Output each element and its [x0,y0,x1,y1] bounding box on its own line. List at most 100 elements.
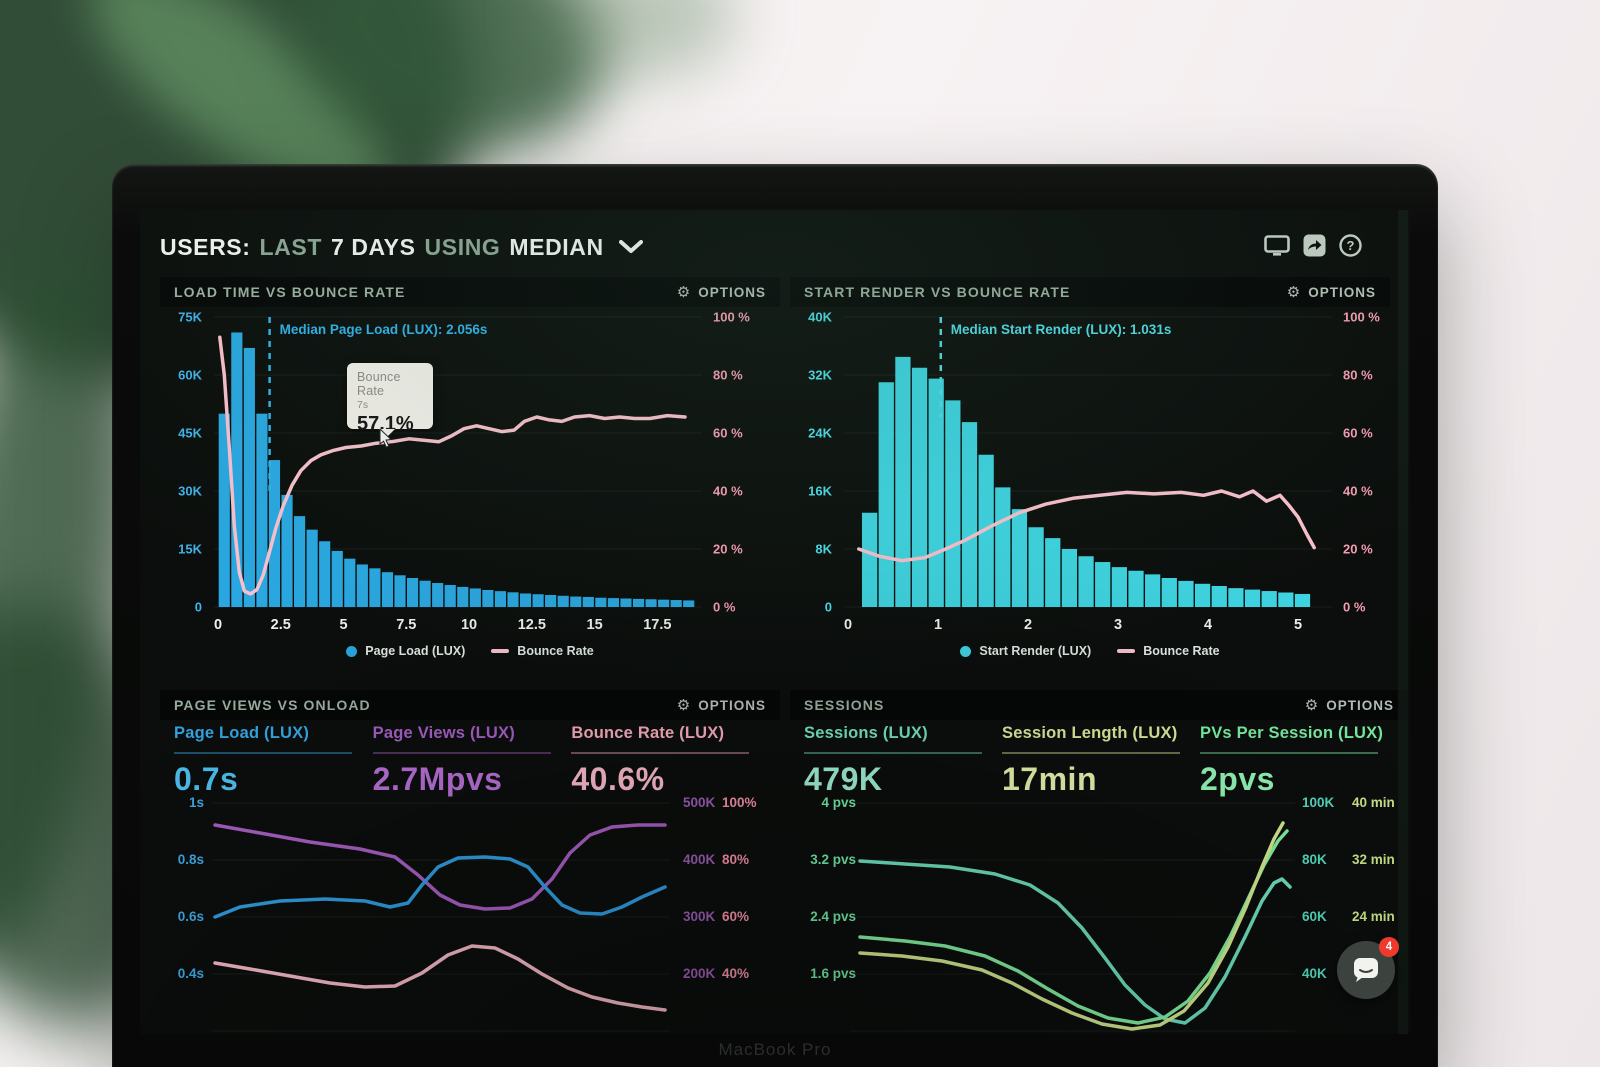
bar [582,596,594,607]
svg-text:?: ? [1347,238,1355,253]
bar [306,529,318,607]
bar [607,598,619,607]
mouse-cursor [379,429,393,448]
y-right-tick-col2: 32 min [1352,852,1395,867]
metric-rule [1200,752,1378,754]
bar-series [861,356,1311,607]
y-left-tick: 2.4 pvs [810,909,856,924]
y-left-tick: 45K [178,426,202,441]
bar [344,558,356,607]
y-right-tick-col1: 500K [683,795,716,810]
laptop-brand-label: MacBook Pro [718,1040,832,1059]
bar [670,600,682,607]
legend-label: Page Load (LUX) [365,644,466,658]
bar [545,595,557,607]
y-right-tick-col1: 400K [683,852,716,867]
bar [861,512,878,607]
y-left-tick: 0.4s [178,966,204,981]
bar [381,572,394,607]
metric-row: Page Load (LUX) 0.7s Page Views (LUX) 2.… [174,724,770,798]
y-left-tick: 0 [195,600,202,615]
help-icon[interactable]: ? [1339,234,1362,262]
bar [231,332,243,607]
y-left-tick: 3.2 pvs [810,852,856,867]
legend-dash-icon [1117,649,1136,653]
metric-value: 479K [804,761,883,797]
scrollbar[interactable] [1398,210,1408,1034]
legend-label: Bounce Rate [1143,644,1220,658]
metric-pvs-per-session: PVs Per Session (LUX) 2pvs [1200,724,1398,798]
metric-value: 17min [1002,761,1097,797]
sessions-chart[interactable]: 4 pvs 3.2 pvs 2.4 pvs 1.6 pvs 100K 80K 60K 40K 4… [790,795,1408,1034]
median-label: Median Start Render (LUX): 1.031s [951,322,1172,337]
bar [494,591,507,607]
metric-value: 2.7Mpvs [372,761,503,797]
y-right-tick-col2: 80% [722,852,749,867]
y-left-tick: 32K [808,368,832,383]
bar [1244,589,1261,607]
x-tick: 1 [934,617,942,633]
metric-rule [372,752,551,754]
header-using: USING [424,233,501,260]
y-left-tick: 0 [825,600,832,615]
panel-title: START RENDER VS BOUNCE RATE [804,284,1071,300]
bar [1194,583,1211,607]
metric-page-views: Page Views (LUX) 2.7Mpvs [372,724,572,798]
bar [658,599,670,607]
metric-value: 40.6% [571,761,665,797]
bar-series [218,332,695,607]
series-line [213,944,667,1012]
options-label: OPTIONS [1308,284,1376,300]
header-days: 7 DAYS [330,233,416,260]
bar [294,516,306,607]
dashboard-header: USERS: LAST 7 DAYS USING MEDIAN [160,230,643,264]
median-label: Median Page Load (LUX): 2.056s [280,322,488,337]
options-button[interactable]: ⚙ OPTIONS [1305,698,1394,713]
metric-label: Session Length (LUX) [1002,724,1178,742]
options-button[interactable]: ⚙ OPTIONS [677,285,766,300]
bar [1128,570,1144,607]
legend-dot-icon [960,645,972,657]
panel-sessions: SESSIONS ⚙ OPTIONS Sessions (LUX) 479K S… [790,690,1408,1034]
y-right-tick: 60 % [713,426,743,441]
y-right-tick-col2: 40% [722,966,749,981]
bar [319,541,331,607]
panel-load-time-vs-bounce-rate: LOAD TIME VS BOUNCE RATE ⚙ OPTIONS 75K 60… [160,277,780,672]
bounce-rate-line [218,335,687,596]
gear-icon: ⚙ [676,283,692,301]
chat-widget-button[interactable]: 4 [1337,937,1399,999]
page-views-chart[interactable]: 1s 0.8s 0.6s 0.4s 500K 400K 300K 200K 100% 80% 60%… [160,795,780,1034]
y-left-tick: 75K [178,310,202,325]
panel-title: LOAD TIME VS BOUNCE RATE [174,284,406,300]
share-icon[interactable] [1303,234,1326,262]
bar [457,586,469,607]
options-label: OPTIONS [698,697,766,713]
y-right-tick: 20 % [713,542,743,557]
x-tick: 5 [339,617,347,633]
bar [557,595,569,607]
legend-item: Bounce Rate [1117,644,1220,658]
header-last: LAST [259,233,322,260]
y-right-tick-col2: 24 min [1352,909,1395,924]
bar [945,400,961,607]
load-time-chart[interactable]: 75K 60K 45K 30K 15K 0 100 % 80 % 60 % 40 % 20 % 0 %… [160,307,780,642]
x-tick: 15 [587,617,603,633]
options-button[interactable]: ⚙ OPTIONS [1287,285,1376,300]
bar [507,592,519,607]
bar [911,367,928,607]
legend-label: Start Render (LUX) [979,644,1092,658]
x-tick: 10 [461,617,477,633]
display-icon[interactable] [1264,234,1290,262]
y-right-tick: 40 % [713,484,743,499]
metric-session-length: Session Length (LUX) 17min [1002,724,1200,798]
chevron-down-icon[interactable] [618,240,643,254]
panel-header: START RENDER VS BOUNCE RATE ⚙ OPTIONS [790,277,1390,307]
x-tick: 17.5 [643,617,671,633]
series-line [213,823,667,911]
series-line [858,821,1285,1031]
options-button[interactable]: ⚙ OPTIONS [677,698,766,713]
gear-icon: ⚙ [1304,696,1320,714]
start-render-chart[interactable]: 40K 32K 24K 16K 8K 0 100 % 80 % 60 % 40 % 20 % 0 % 0… [790,307,1390,642]
bar [281,494,293,607]
bar [683,600,695,607]
